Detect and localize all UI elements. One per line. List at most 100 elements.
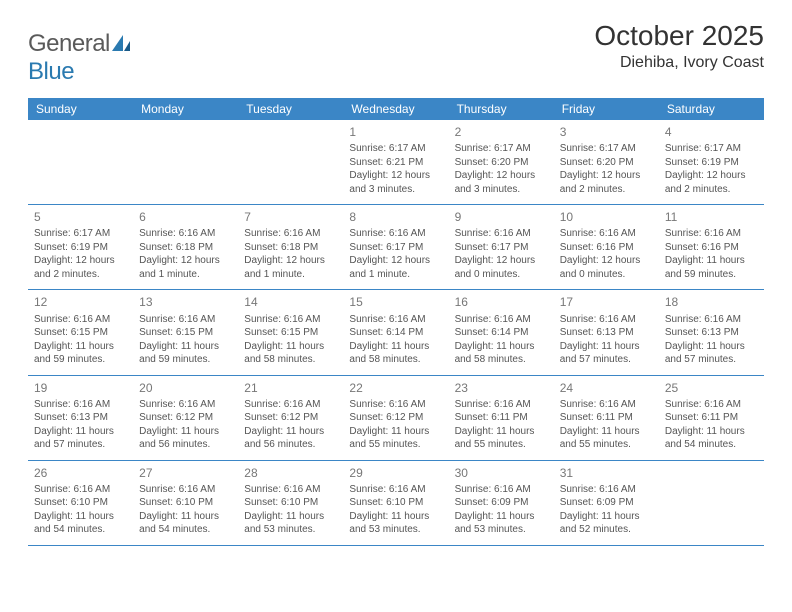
sail-icon (112, 30, 130, 58)
day-cell: 4Sunrise: 6:17 AMSunset: 6:19 PMDaylight… (659, 120, 764, 204)
day-ss: Sunset: 6:10 PM (349, 496, 442, 510)
day-sr: Sunrise: 6:16 AM (349, 313, 442, 327)
day-number: 11 (665, 209, 758, 225)
title-block: October 2025 Diehiba, Ivory Coast (594, 20, 764, 72)
month-title: October 2025 (594, 20, 764, 52)
day-cell: 16Sunrise: 6:16 AMSunset: 6:14 PMDayligh… (449, 290, 554, 374)
day-d1: Daylight: 11 hours (455, 510, 548, 524)
day-d2: and 58 minutes. (349, 353, 442, 367)
day-cell: 17Sunrise: 6:16 AMSunset: 6:13 PMDayligh… (554, 290, 659, 374)
day-cell: 25Sunrise: 6:16 AMSunset: 6:11 PMDayligh… (659, 376, 764, 460)
day-number: 30 (455, 465, 548, 481)
day-number: 20 (139, 380, 232, 396)
day-d2: and 1 minute. (244, 268, 337, 282)
day-ss: Sunset: 6:17 PM (455, 241, 548, 255)
day-d2: and 55 minutes. (349, 438, 442, 452)
day-d2: and 52 minutes. (560, 523, 653, 537)
day-cell: 29Sunrise: 6:16 AMSunset: 6:10 PMDayligh… (343, 461, 448, 545)
day-ss: Sunset: 6:13 PM (665, 326, 758, 340)
day-cell: 24Sunrise: 6:16 AMSunset: 6:11 PMDayligh… (554, 376, 659, 460)
day-cell: 10Sunrise: 6:16 AMSunset: 6:16 PMDayligh… (554, 205, 659, 289)
day-sr: Sunrise: 6:16 AM (34, 313, 127, 327)
day-number: 9 (455, 209, 548, 225)
day-d1: Daylight: 12 hours (34, 254, 127, 268)
day-ss: Sunset: 6:16 PM (665, 241, 758, 255)
day-d1: Daylight: 11 hours (34, 340, 127, 354)
day-ss: Sunset: 6:09 PM (560, 496, 653, 510)
day-d1: Daylight: 11 hours (139, 340, 232, 354)
day-sr: Sunrise: 6:16 AM (139, 313, 232, 327)
day-number: 23 (455, 380, 548, 396)
day-sr: Sunrise: 6:17 AM (349, 142, 442, 156)
day-ss: Sunset: 6:11 PM (665, 411, 758, 425)
dow-5: Friday (554, 98, 659, 120)
day-d2: and 59 minutes. (34, 353, 127, 367)
day-number: 16 (455, 294, 548, 310)
day-d1: Daylight: 11 hours (665, 254, 758, 268)
day-sr: Sunrise: 6:16 AM (560, 313, 653, 327)
day-d2: and 57 minutes. (560, 353, 653, 367)
day-sr: Sunrise: 6:16 AM (455, 398, 548, 412)
day-d1: Daylight: 11 hours (455, 340, 548, 354)
day-d2: and 53 minutes. (244, 523, 337, 537)
day-sr: Sunrise: 6:16 AM (34, 398, 127, 412)
day-ss: Sunset: 6:14 PM (455, 326, 548, 340)
day-number: 5 (34, 209, 127, 225)
day-d1: Daylight: 12 hours (349, 254, 442, 268)
day-cell: 11Sunrise: 6:16 AMSunset: 6:16 PMDayligh… (659, 205, 764, 289)
day-ss: Sunset: 6:18 PM (244, 241, 337, 255)
day-number: 24 (560, 380, 653, 396)
day-ss: Sunset: 6:09 PM (455, 496, 548, 510)
day-d1: Daylight: 12 hours (139, 254, 232, 268)
calendar-page: General Blue October 2025 Diehiba, Ivory… (0, 0, 792, 556)
day-sr: Sunrise: 6:17 AM (455, 142, 548, 156)
day-cell: 8Sunrise: 6:16 AMSunset: 6:17 PMDaylight… (343, 205, 448, 289)
day-number: 29 (349, 465, 442, 481)
week-row: 5Sunrise: 6:17 AMSunset: 6:19 PMDaylight… (28, 205, 764, 290)
week-row: 19Sunrise: 6:16 AMSunset: 6:13 PMDayligh… (28, 376, 764, 461)
day-cell: 30 Sunrise: 6:16 AMSunset: 6:09 PMDayligh… (449, 461, 554, 545)
day-sr: Sunrise: 6:17 AM (665, 142, 758, 156)
day-ss: Sunset: 6:10 PM (139, 496, 232, 510)
day-number: 14 (244, 294, 337, 310)
brand-part1: General (28, 30, 110, 57)
day-sr: Sunrise: 6:16 AM (560, 227, 653, 241)
day-d1: Daylight: 12 hours (349, 169, 442, 183)
day-number: 10 (560, 209, 653, 225)
day-ss: Sunset: 6:11 PM (455, 411, 548, 425)
day-number: 13 (139, 294, 232, 310)
day-number: 25 (665, 380, 758, 396)
day-d1: Daylight: 11 hours (244, 340, 337, 354)
week-row: 1Sunrise: 6:17 AMSunset: 6:21 PMDaylight… (28, 120, 764, 205)
day-d2: and 3 minutes. (349, 183, 442, 197)
day-d1: Daylight: 12 hours (244, 254, 337, 268)
day-ss: Sunset: 6:19 PM (34, 241, 127, 255)
day-cell: 9Sunrise: 6:16 AMSunset: 6:17 PMDaylight… (449, 205, 554, 289)
day-d1: Daylight: 11 hours (244, 425, 337, 439)
day-cell: 2Sunrise: 6:17 AMSunset: 6:20 PMDaylight… (449, 120, 554, 204)
day-d1: Daylight: 11 hours (34, 425, 127, 439)
day-sr: Sunrise: 6:16 AM (560, 483, 653, 497)
day-cell: 7Sunrise: 6:16 AMSunset: 6:18 PMDaylight… (238, 205, 343, 289)
dow-4: Thursday (449, 98, 554, 120)
day-d1: Daylight: 11 hours (349, 510, 442, 524)
day-d2: and 54 minutes. (665, 438, 758, 452)
day-cell: 13Sunrise: 6:16 AMSunset: 6:15 PMDayligh… (133, 290, 238, 374)
day-d1: Daylight: 12 hours (560, 254, 653, 268)
day-ss: Sunset: 6:15 PM (34, 326, 127, 340)
day-sr: Sunrise: 6:16 AM (349, 227, 442, 241)
day-d2: and 0 minutes. (455, 268, 548, 282)
day-cell: 15Sunrise: 6:16 AMSunset: 6:14 PMDayligh… (343, 290, 448, 374)
dow-3: Wednesday (343, 98, 448, 120)
day-sr: Sunrise: 6:16 AM (244, 398, 337, 412)
calendar: SundayMondayTuesdayWednesdayThursdayFrid… (28, 98, 764, 546)
day-number: 8 (349, 209, 442, 225)
day-d2: and 1 minute. (349, 268, 442, 282)
day-d1: Daylight: 11 hours (665, 425, 758, 439)
day-sr: Sunrise: 6:16 AM (455, 483, 548, 497)
day-ss: Sunset: 6:11 PM (560, 411, 653, 425)
day-sr: Sunrise: 6:16 AM (244, 313, 337, 327)
day-cell (238, 120, 343, 204)
day-sr: Sunrise: 6:16 AM (560, 398, 653, 412)
day-ss: Sunset: 6:14 PM (349, 326, 442, 340)
